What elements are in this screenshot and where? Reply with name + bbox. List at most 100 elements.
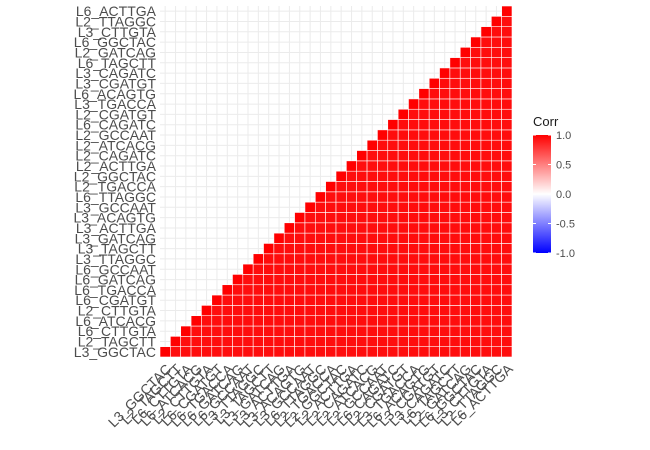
y-tick-label: L2_TTAGGC — [75, 13, 156, 29]
heatmap-cell — [397, 170, 409, 182]
heatmap-cell — [335, 294, 347, 306]
heatmap-cell — [242, 346, 254, 358]
y-tick-label: L6_ACAGTG — [74, 86, 156, 102]
heatmap-cell — [459, 232, 471, 244]
heatmap-cell — [501, 77, 513, 89]
heatmap-cell — [170, 346, 182, 358]
heatmap-cell — [180, 336, 192, 347]
heatmap-cell — [387, 336, 399, 347]
heatmap-cell — [480, 274, 492, 286]
heatmap-cell — [273, 284, 285, 296]
heatmap-cell — [439, 88, 451, 100]
heatmap-cell — [449, 294, 461, 306]
heatmap-cell — [501, 36, 513, 48]
heatmap-cell — [283, 274, 295, 286]
heatmap-cell — [304, 305, 316, 317]
heatmap-cell — [418, 274, 430, 286]
legend-tick-label: -0.5 — [556, 219, 575, 231]
heatmap-cell — [242, 305, 254, 317]
heatmap-cell — [304, 346, 316, 358]
heatmap-cell — [252, 294, 264, 306]
heatmap-cell — [335, 222, 347, 234]
heatmap-cell — [480, 336, 492, 347]
heatmap-cell — [470, 232, 482, 244]
heatmap-cell — [232, 274, 244, 286]
heatmap-cell — [408, 212, 420, 224]
heatmap-cell — [232, 315, 244, 327]
heatmap-cell — [294, 305, 306, 317]
heatmap-cell — [428, 212, 440, 224]
y-tick-label: L3_CAGATC — [75, 65, 156, 81]
legend-tick-label: 0.5 — [556, 160, 571, 172]
heatmap-cell — [263, 346, 275, 358]
y-tick-label: L2_GGCTAC — [74, 168, 156, 184]
heatmap-cell — [428, 274, 440, 286]
heatmap-cell — [366, 253, 378, 265]
heatmap-cell — [449, 67, 461, 79]
heatmap-cell — [439, 212, 451, 224]
heatmap-cell — [428, 160, 440, 172]
heatmap-cell — [501, 315, 513, 327]
heatmap-cell — [346, 253, 358, 265]
heatmap-cell — [480, 139, 492, 151]
heatmap-cell — [418, 191, 430, 203]
heatmap-cell — [356, 253, 368, 265]
heatmap-cell — [428, 129, 440, 141]
heatmap-cell — [408, 139, 420, 151]
heatmap-cell — [480, 294, 492, 306]
heatmap-cell — [221, 325, 233, 337]
heatmap-cell — [314, 315, 326, 327]
heatmap-cell — [366, 191, 378, 203]
heatmap-cell — [449, 119, 461, 131]
heatmap-cell — [439, 181, 451, 193]
heatmap-cell — [439, 119, 451, 131]
heatmap-cell — [294, 284, 306, 296]
heatmap-cell — [428, 222, 440, 234]
heatmap-cell — [397, 119, 409, 131]
heatmap-cell — [263, 325, 275, 337]
y-tick-label: L2_CTTGTA — [78, 303, 157, 319]
heatmap-cell — [356, 315, 368, 327]
heatmap-cell — [263, 253, 275, 265]
heatmap-cell — [335, 191, 347, 203]
heatmap-cell — [211, 305, 223, 317]
heatmap-cell — [490, 160, 502, 172]
heatmap-cell — [314, 284, 326, 296]
heatmap-cell — [314, 346, 326, 358]
heatmap-cell — [252, 346, 264, 358]
heatmap-cell — [356, 274, 368, 286]
heatmap-cell — [377, 170, 389, 182]
heatmap-cell — [408, 160, 420, 172]
heatmap-cell — [459, 181, 471, 193]
y-tick-label: L3_TTAGGC — [75, 251, 156, 267]
heatmap-cell — [304, 201, 316, 213]
heatmap-cell — [325, 336, 337, 347]
heatmap-cell — [418, 119, 430, 131]
heatmap-cell — [335, 315, 347, 327]
heatmap-cell — [501, 119, 513, 131]
heatmap-cell — [377, 274, 389, 286]
heatmap-cell — [335, 284, 347, 296]
heatmap-cell — [397, 253, 409, 265]
heatmap-cell — [263, 336, 275, 347]
heatmap-cell — [366, 294, 378, 306]
heatmap-cell — [439, 232, 451, 244]
heatmap-cell — [335, 232, 347, 244]
heatmap-cell — [387, 243, 399, 255]
heatmap-cell — [314, 232, 326, 244]
heatmap-cell — [501, 284, 513, 296]
heatmap-cell — [314, 253, 326, 265]
heatmap-cell — [346, 294, 358, 306]
heatmap-cell — [283, 315, 295, 327]
heatmap-cell — [273, 243, 285, 255]
heatmap-cell — [501, 201, 513, 213]
heatmap-cell — [232, 305, 244, 317]
heatmap-cell — [418, 88, 430, 100]
heatmap-cell — [459, 305, 471, 317]
heatmap-cell — [470, 336, 482, 347]
y-tick-label: L6_CGATGT — [75, 292, 156, 308]
heatmap-cell — [449, 212, 461, 224]
heatmap-cell — [501, 150, 513, 162]
heatmap-cell — [356, 212, 368, 224]
heatmap-cell — [377, 212, 389, 224]
